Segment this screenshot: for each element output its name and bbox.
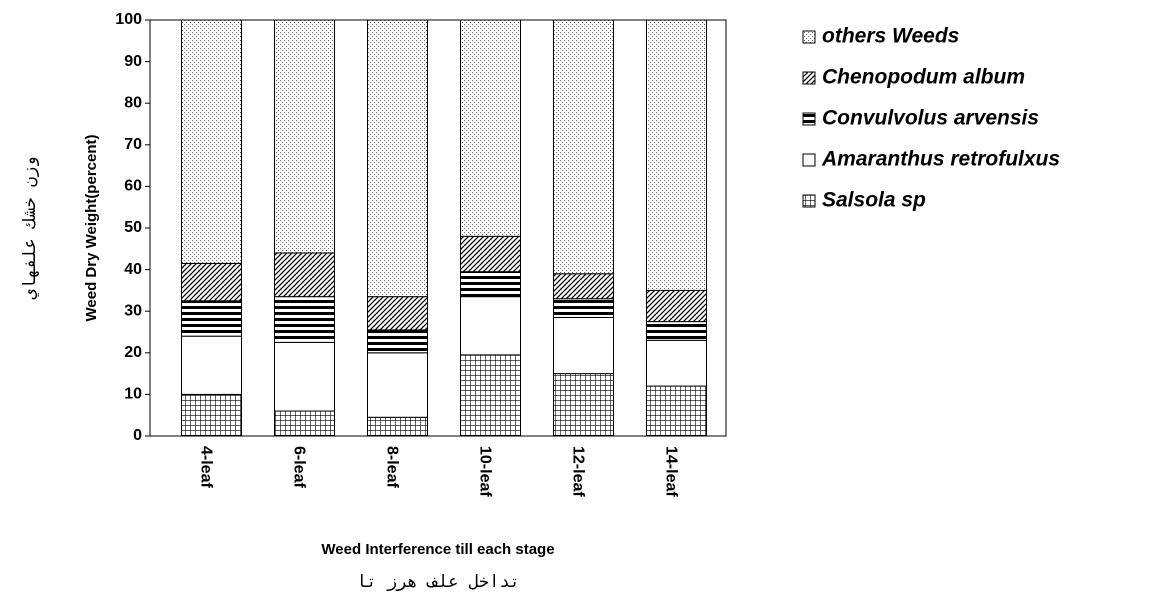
legend-label: others Weeds [822,25,959,48]
x-tick-label: 10-leaf [476,446,493,497]
y-tick-label: 80 [124,94,142,111]
bar-segment [274,410,335,437]
bar-segment [274,296,335,343]
y-tick-label: 50 [124,219,142,236]
bar-segment [553,298,614,318]
y-tick-label: 20 [124,344,142,361]
x-tick-label: 8-leaf [383,446,400,488]
y-tick-label: 100 [115,11,142,28]
bar-segment [553,19,614,275]
bar-segment [367,416,428,437]
x-label: Weed Interference till each stage [321,541,554,558]
legend-label: Amaranthus retrofulxus [821,148,1060,171]
bar-segment [553,373,614,437]
y-tick-label: 0 [133,427,142,444]
bar-segment [460,296,521,356]
x-tick-label: 4-leaf [197,446,214,488]
bar-segment [460,271,521,298]
y-tick-label: 90 [124,53,142,70]
legend-swatch [802,194,816,208]
y-tick-label: 30 [124,302,142,319]
bar-segment [646,19,707,291]
bar-segment [646,289,707,323]
y-tick-label: 60 [124,178,142,195]
x-tick-label: 12-leaf [569,446,586,497]
bar-segment [553,273,614,300]
bar-segment [181,19,242,264]
legend-swatch [802,153,816,167]
legend-label: Chenopodum album [822,66,1025,89]
bar-segment [646,385,707,437]
bar-segment [274,252,335,298]
bar-segment [646,321,707,341]
bar-segment [553,316,614,375]
y-tick-label: 10 [124,386,142,403]
legend-swatch [802,71,816,85]
x-tick-label: 14-leaf [662,446,679,497]
legend-label: Salsola sp [822,189,926,212]
legend-swatch [802,112,816,126]
bar-segment [181,300,242,337]
bar-segment [367,19,428,298]
legend-label: Convulvolus arvensis [822,107,1039,130]
bar-segment [460,235,521,273]
y-tick-label: 70 [124,136,142,153]
x-tick-label: 6-leaf [290,446,307,488]
y-label-fa: وزن خشك علفهاي [20,156,40,299]
bar-segment [274,341,335,412]
y-tick-label: 40 [124,261,142,278]
bar-segment [181,262,242,302]
y-label: Weed Dry Weight(percent) [83,135,100,322]
legend-swatch [802,30,816,44]
bar-segment [367,296,428,331]
x-label-fa: تداخل علف هرز تا [356,572,520,592]
bar-segment [367,352,428,418]
bar-segment [181,335,242,395]
bar-segment [367,329,428,354]
bar-segment [274,19,335,254]
bar-segment [181,393,242,437]
bar-segment [460,19,521,237]
bar-segment [646,339,707,387]
bar-segment [460,354,521,437]
plot-frame [149,19,727,437]
